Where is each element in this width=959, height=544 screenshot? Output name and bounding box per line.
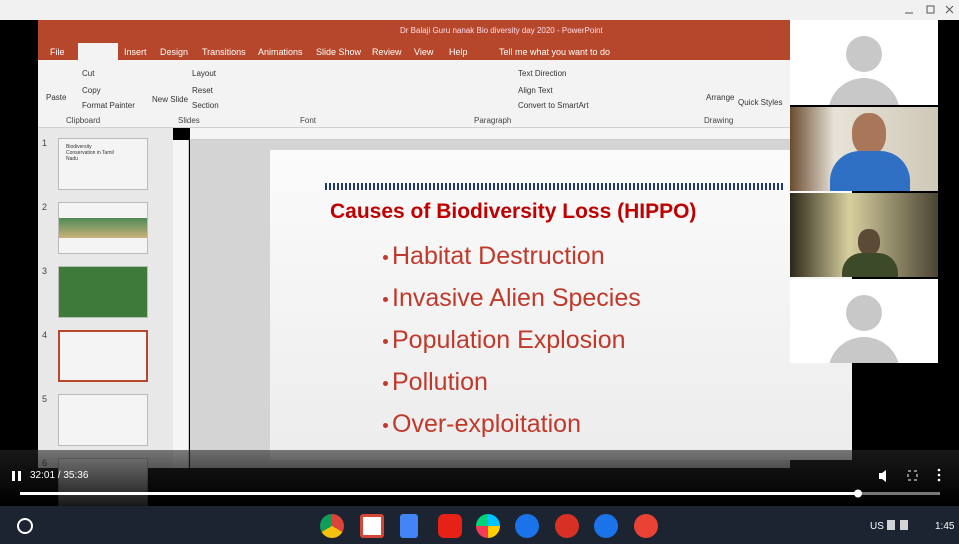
pdf-icon[interactable]: [555, 514, 579, 538]
calendar-icon[interactable]: [634, 514, 658, 538]
keyboard-layout[interactable]: US: [870, 521, 884, 532]
chrome-icon[interactable]: [320, 514, 344, 538]
clock[interactable]: 1:45: [935, 521, 954, 532]
video-time: 32:01 / 35:36: [30, 470, 88, 481]
menu-dot: [938, 479, 941, 482]
screen: Dr Balaji Guru nanak Bio diversity day 2…: [0, 0, 959, 544]
progress-played: [20, 492, 858, 495]
launcher[interactable]: [17, 518, 33, 534]
fullscreen-button[interactable]: [908, 471, 917, 480]
messages-icon[interactable]: [515, 514, 539, 538]
volume-button[interactable]: [879, 470, 886, 482]
menu-button[interactable]: [938, 469, 941, 472]
pause-button[interactable]: [12, 471, 15, 481]
player-controls: [0, 0, 959, 506]
play-store-icon[interactable]: [476, 514, 500, 538]
pause-button-bar: [18, 471, 21, 481]
gmail-icon[interactable]: [360, 514, 384, 538]
files-icon[interactable]: [594, 514, 618, 538]
status-icons[interactable]: [887, 520, 913, 530]
docs-icon[interactable]: [400, 514, 418, 538]
youtube-icon[interactable]: [438, 514, 462, 538]
menu-dot: [938, 474, 941, 477]
progress-handle[interactable]: [854, 490, 862, 498]
